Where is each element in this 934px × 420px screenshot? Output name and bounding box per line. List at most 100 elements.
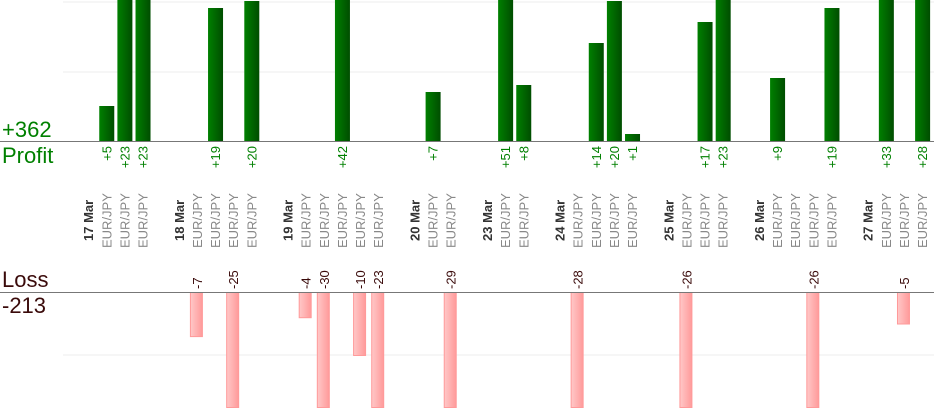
loss-value-label: -25 [226,270,241,289]
profit-value-label: +19 [208,146,223,168]
profit-value-label: +33 [879,146,894,168]
profit-bar [715,0,731,141]
profit-value-label: +14 [589,146,604,168]
profit-bar [588,43,604,141]
pair-label: EUR/JPY [516,193,531,248]
loss-bar [353,292,367,356]
loss-bar [189,292,203,338]
loss-value-label: -29 [444,270,459,289]
profit-value-label: +23 [136,146,151,168]
pair-label: EUR/JPY [335,193,350,248]
profit-value-label: +23 [716,146,731,168]
pair-label: EUR/JPY [806,193,821,248]
pair-label: EUR/JPY [824,193,839,248]
pair-label: EUR/JPY [426,193,441,248]
pair-label: EUR/JPY [788,193,803,248]
date-label: 23 Mar [480,200,495,241]
loss-bar [316,292,330,408]
pair-label: EUR/JPY [208,193,223,248]
profit-bar [135,0,151,141]
profit-bar [334,0,350,141]
profit-bar [915,0,931,141]
loss-bar [806,292,820,408]
profit-value-label: +51 [498,146,513,168]
pair-label: EUR/JPY [317,193,332,248]
profit-bar [99,106,115,141]
loss-value-label: -28 [571,270,586,289]
profit-bar [625,134,641,141]
profit-value-label: +23 [117,146,132,168]
loss-label: Loss [2,267,49,292]
profit-value-label: +28 [915,146,930,168]
date-label: 19 Mar [281,200,296,241]
profit-bar [208,8,224,141]
loss-value-label: -5 [897,277,912,289]
date-label: 18 Mar [172,200,187,241]
loss-value-label: -26 [679,270,694,289]
pair-label: EUR/JPY [299,193,314,248]
date-label: 20 Mar [407,200,422,241]
profit-value-label: +17 [698,146,713,168]
pair-label: EUR/JPY [607,193,622,248]
loss-bar [570,292,584,408]
pair-label: EUR/JPY [879,193,894,248]
loss-bar [896,292,910,325]
date-label: 27 Mar [861,200,876,241]
profit-bar [244,1,260,141]
profit-value-label: +7 [426,146,441,161]
profit-bar [498,0,514,141]
date-label: 24 Mar [553,200,568,241]
loss-value-label: -26 [806,270,821,289]
profit-bar [697,22,713,141]
date-label: 17 Mar [81,200,96,241]
loss-total: -213 [2,293,47,318]
date-label: 25 Mar [661,200,676,241]
profit-bar [770,78,786,141]
profit-value-label: +20 [244,146,259,168]
pair-label: EUR/JPY [589,193,604,248]
profit-value-label: +20 [607,146,622,168]
pair-label: EUR/JPY [444,193,459,248]
profit-value-label: +5 [99,146,114,161]
profit-value-label: +19 [824,146,839,168]
loss-value-label: -23 [371,270,386,289]
date-label: 26 Mar [752,200,767,241]
pair-label: EUR/JPY [625,193,640,248]
profit-total: +362 [2,117,52,142]
profit-value-label: +8 [516,146,531,161]
loss-bar [371,292,385,408]
pair-label: EUR/JPY [915,193,930,248]
profit-bar [606,1,622,141]
pair-label: EUR/JPY [498,193,513,248]
pair-label: EUR/JPY [244,193,259,248]
pair-label: EUR/JPY [698,193,713,248]
profit-bar [878,0,894,141]
profit-bar [425,92,441,141]
loss-bar [298,292,312,319]
pair-label: EUR/JPY [117,193,132,248]
loss-value-label: -7 [190,277,205,289]
profit-label: Profit [2,143,54,168]
pair-label: EUR/JPY [136,193,151,248]
pair-label: EUR/JPY [571,193,586,248]
loss-value-label: -4 [299,277,314,289]
pair-label: EUR/JPY [190,193,205,248]
loss-value-label: -10 [353,270,368,289]
profit-bar [117,0,133,141]
loss-value-label: -30 [317,270,332,289]
pair-label: EUR/JPY [353,193,368,248]
pair-label: EUR/JPY [679,193,694,248]
pair-label: EUR/JPY [226,193,241,248]
pair-label: EUR/JPY [770,193,785,248]
pair-label: EUR/JPY [897,193,912,248]
loss-bar [226,292,240,408]
profit-value-label: +9 [770,146,785,161]
loss-bar [443,292,457,408]
profit-value-label: +1 [625,146,640,161]
pair-label: EUR/JPY [99,193,114,248]
pair-label: EUR/JPY [716,193,731,248]
profit-value-label: +42 [335,146,350,168]
pair-label: EUR/JPY [371,193,386,248]
profit-bar [516,85,532,141]
